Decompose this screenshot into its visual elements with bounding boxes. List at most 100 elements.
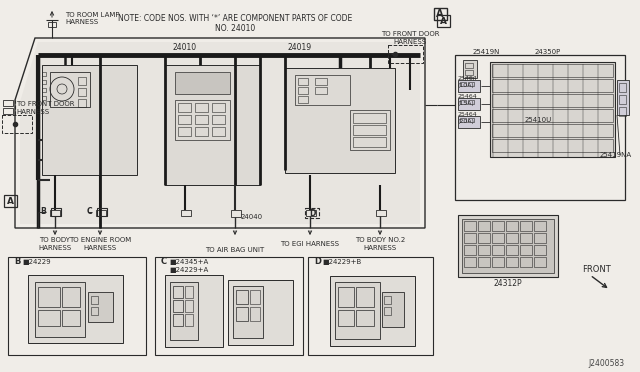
Text: ■24229+B: ■24229+B: [322, 259, 361, 265]
Bar: [458, 116, 480, 128]
Bar: [96, 210, 106, 216]
Bar: [42, 88, 46, 92]
Bar: [195, 103, 208, 112]
Bar: [88, 292, 113, 322]
Text: 25464: 25464: [457, 94, 477, 99]
Text: TO ENGINE ROOM
HARNESS: TO ENGINE ROOM HARNESS: [69, 237, 131, 250]
Bar: [384, 307, 391, 315]
Bar: [492, 245, 504, 255]
Bar: [478, 233, 490, 243]
Text: ■24229: ■24229: [22, 259, 51, 265]
Bar: [50, 210, 60, 216]
Text: TO ROOM LAMP
HARNESS: TO ROOM LAMP HARNESS: [65, 12, 120, 25]
Bar: [506, 257, 518, 267]
Bar: [468, 118, 474, 122]
Bar: [97, 208, 107, 216]
Text: TO FRONT DOOR
HARNESS: TO FRONT DOOR HARNESS: [16, 102, 74, 115]
Bar: [338, 287, 354, 307]
Text: ■24345+A: ■24345+A: [169, 259, 208, 265]
Bar: [38, 287, 60, 307]
Bar: [78, 88, 86, 96]
Bar: [298, 78, 308, 85]
Text: TO EGI HARNESS: TO EGI HARNESS: [280, 241, 339, 247]
Bar: [78, 77, 86, 85]
Text: A: A: [440, 16, 447, 26]
Bar: [460, 100, 466, 104]
Bar: [195, 115, 208, 124]
Bar: [185, 314, 193, 326]
Bar: [382, 292, 404, 327]
Bar: [458, 80, 480, 92]
Bar: [384, 296, 391, 304]
Bar: [506, 245, 518, 255]
Bar: [306, 210, 316, 216]
Bar: [490, 62, 615, 157]
Bar: [465, 77, 473, 82]
Bar: [335, 282, 380, 339]
Bar: [78, 99, 86, 107]
Bar: [492, 139, 613, 152]
PathPatch shape: [20, 42, 420, 224]
Bar: [506, 221, 518, 231]
Text: 25410U: 25410U: [525, 117, 552, 123]
Bar: [506, 233, 518, 243]
Bar: [464, 245, 476, 255]
Bar: [534, 221, 546, 231]
Bar: [463, 60, 477, 78]
Text: FRONT: FRONT: [582, 266, 611, 275]
Bar: [212, 127, 225, 136]
Text: 25419NA: 25419NA: [600, 152, 632, 158]
Bar: [231, 210, 241, 217]
Bar: [48, 22, 56, 27]
Text: TO FRONT DOOR
HARNESS: TO FRONT DOOR HARNESS: [381, 32, 439, 45]
Bar: [62, 287, 80, 307]
Text: D: D: [314, 257, 321, 266]
Bar: [285, 68, 395, 173]
Bar: [356, 310, 374, 326]
Bar: [298, 96, 308, 103]
Bar: [38, 310, 60, 326]
Bar: [460, 82, 466, 86]
Bar: [2, 115, 32, 133]
Bar: [492, 94, 613, 107]
Text: B: B: [40, 208, 46, 217]
Bar: [492, 257, 504, 267]
Bar: [520, 221, 532, 231]
Bar: [460, 118, 466, 122]
Bar: [233, 286, 263, 338]
Text: 24350P: 24350P: [535, 49, 561, 55]
Bar: [455, 55, 625, 200]
Bar: [520, 233, 532, 243]
Bar: [478, 257, 490, 267]
Bar: [350, 110, 390, 150]
Bar: [178, 127, 191, 136]
Bar: [534, 245, 546, 255]
Bar: [464, 233, 476, 243]
Text: TO AIR BAG UNIT: TO AIR BAG UNIT: [205, 247, 264, 253]
Bar: [464, 221, 476, 231]
Bar: [534, 257, 546, 267]
Bar: [388, 45, 423, 63]
Bar: [353, 125, 386, 135]
Bar: [175, 72, 230, 94]
Text: B: B: [14, 257, 20, 266]
Text: TO BODY
HARNESS: TO BODY HARNESS: [38, 237, 72, 250]
Bar: [468, 100, 474, 104]
Bar: [619, 83, 626, 92]
Bar: [236, 307, 248, 321]
Bar: [458, 215, 558, 277]
Text: C: C: [161, 257, 167, 266]
Text: 25464: 25464: [457, 77, 477, 81]
Bar: [8, 257, 146, 355]
Bar: [3, 100, 13, 106]
Bar: [91, 307, 98, 315]
Bar: [173, 300, 183, 312]
Text: 25419N: 25419N: [473, 49, 500, 55]
Bar: [315, 87, 327, 94]
Bar: [298, 87, 308, 94]
Bar: [175, 100, 230, 140]
Text: A: A: [436, 9, 444, 19]
Bar: [462, 219, 554, 273]
Bar: [250, 307, 260, 321]
Bar: [236, 290, 248, 304]
